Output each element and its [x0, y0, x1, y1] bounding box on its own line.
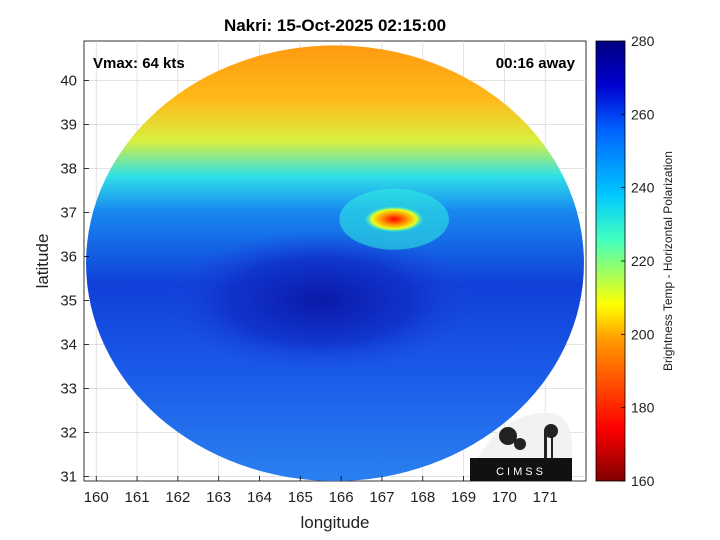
colorbar-tick-label: 260	[631, 106, 655, 122]
x-axis-ticks: 160 161 162 163 164 165 166 167 168 169 170 171	[84, 476, 558, 506]
colorbar-tick-label: 280	[631, 33, 655, 49]
x-tick-label: 171	[533, 489, 558, 506]
colorbar-tick-label: 160	[631, 473, 655, 489]
y-tick-label: 40	[60, 73, 77, 90]
y-tick-label: 31	[60, 469, 77, 486]
colorbar-label: Brightness Temp - Horizontal Polarizatio…	[661, 151, 675, 371]
cimss-logo: CIMSS	[470, 412, 573, 481]
y-tick-label: 39	[60, 117, 77, 134]
y-tick-label: 34	[60, 337, 77, 354]
y-tick-label: 38	[60, 161, 77, 178]
y-axis-ticks: 31 32 33 34 35 36 37 38 39 40	[60, 73, 89, 486]
y-tick-label: 32	[60, 425, 77, 442]
x-tick-label: 161	[125, 489, 150, 506]
colorbar-tick-label: 180	[631, 400, 655, 416]
colorbar	[595, 40, 626, 482]
x-tick-label: 164	[247, 489, 272, 506]
y-tick-label: 35	[60, 293, 77, 310]
x-tick-label: 166	[329, 489, 354, 506]
x-tick-label: 160	[84, 489, 109, 506]
y-tick-label: 33	[60, 381, 77, 398]
x-tick-label: 167	[369, 489, 394, 506]
colorbar-ticks: 160 180 200 220 240 260 280	[621, 33, 655, 489]
colorbar-tick-label: 200	[631, 326, 655, 342]
storm-eyewall	[364, 206, 425, 233]
time-away-annotation: 00:16 away	[496, 55, 576, 72]
vmax-annotation: Vmax: 64 kts	[93, 55, 185, 72]
colorbar-tick-label: 220	[631, 253, 655, 269]
x-tick-label: 162	[165, 489, 190, 506]
chart-title: Nakri: 15-Oct-2025 02:15:00	[224, 16, 446, 35]
y-axis-label: latitude	[33, 234, 52, 289]
x-tick-label: 163	[206, 489, 231, 506]
x-tick-label: 165	[288, 489, 313, 506]
colorbar-tick-label: 240	[631, 180, 655, 196]
logo-text: CIMSS	[496, 466, 546, 478]
microwave-swath	[86, 45, 584, 481]
x-tick-label: 168	[410, 489, 435, 506]
x-axis-label: longitude	[300, 513, 369, 532]
y-tick-label: 36	[60, 249, 77, 266]
x-tick-label: 170	[492, 489, 517, 506]
y-tick-label: 37	[60, 205, 77, 222]
x-tick-label: 169	[451, 489, 476, 506]
warm-ocean-core	[166, 230, 476, 371]
